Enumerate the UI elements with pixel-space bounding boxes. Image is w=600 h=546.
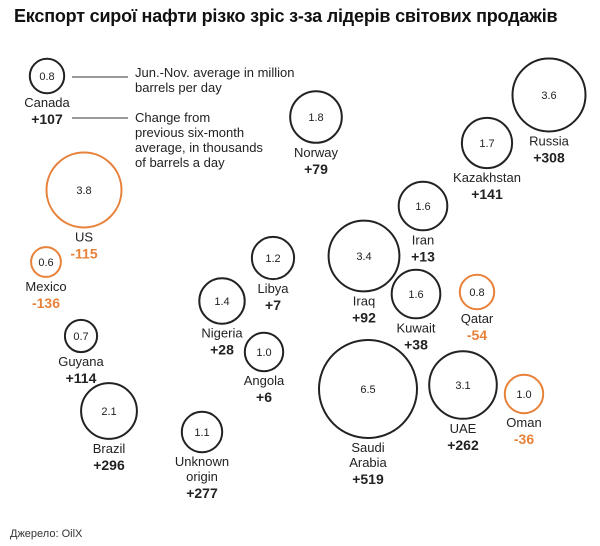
source-note: Джерело: OilX: [10, 528, 83, 540]
value-label-angola: 1.0: [256, 347, 271, 359]
value-label-unknown-origin: 1.1: [194, 427, 209, 439]
country-label-norway: Norway: [294, 145, 339, 160]
bubble-russia: [511, 57, 587, 133]
change-label-kazakhstan: +141: [471, 186, 503, 202]
value-label-uae: 3.1: [455, 380, 470, 392]
chart-title: Експорт сирої нафти різко зріс з-за ліде…: [14, 6, 558, 26]
value-label-kuwait: 1.6: [408, 289, 423, 301]
country-label-mexico: Mexico: [25, 279, 66, 294]
bubble-norway: [289, 90, 343, 144]
country-label-canada: Canada: [24, 95, 70, 110]
country-label-uae: UAE: [450, 421, 477, 436]
change-label-canada: +107: [31, 111, 63, 127]
change-label-mexico: -136: [32, 295, 60, 311]
legend-change-label: Change from previous six-month average, in…: [135, 110, 263, 170]
bubble-canada: [28, 57, 66, 95]
bubble-qatar: [458, 273, 496, 311]
bubble-unknown-origin: [180, 410, 224, 454]
value-label-mexico: 0.6: [38, 257, 53, 269]
change-label-iraq: +92: [352, 309, 376, 325]
country-label-saudi-arabia: Saudi Arabia: [349, 440, 387, 470]
bubble-nigeria: [198, 277, 246, 325]
bubble-iraq: [327, 219, 401, 293]
change-label-norway: +79: [304, 161, 328, 177]
change-label-brazil: +296: [93, 457, 125, 473]
value-label-us: 3.8: [76, 185, 91, 197]
bubble-guyana: [63, 318, 99, 354]
change-label-nigeria: +28: [210, 342, 234, 358]
country-label-libya: Libya: [257, 281, 289, 296]
bubble-kazakhstan: [460, 116, 514, 170]
country-label-iraq: Iraq: [353, 293, 375, 308]
country-label-kuwait: Kuwait: [396, 320, 435, 335]
change-label-uae: +262: [447, 437, 479, 453]
country-label-qatar: Qatar: [461, 311, 494, 326]
country-label-unknown-origin: Unknown origin: [175, 454, 229, 484]
bubbles: 0.8 Canada+107 3.8 US-115 0.6 Mexico-136 0.7 Gu…: [24, 57, 587, 501]
value-label-guyana: 0.7: [73, 331, 88, 343]
value-label-libya: 1.2: [265, 253, 280, 265]
country-label-kazakhstan: Kazakhstan: [453, 170, 521, 185]
legend: Jun.-Nov. average in million barrels per …: [72, 65, 294, 170]
bubble-mexico: [30, 246, 62, 278]
change-label-us: -115: [70, 245, 97, 261]
value-label-russia: 3.6: [541, 90, 556, 102]
country-label-us: US: [75, 229, 93, 244]
bubble-brazil: [80, 382, 138, 440]
value-label-qatar: 0.8: [469, 287, 484, 299]
value-label-iran: 1.6: [415, 201, 430, 213]
bubble-libya: [250, 235, 296, 281]
change-label-angola: +6: [256, 389, 272, 405]
change-label-unknown-origin: +277: [186, 485, 218, 501]
value-label-saudi-arabia: 6.5: [360, 384, 375, 396]
change-label-kuwait: +38: [404, 336, 428, 352]
bubble-angola: [243, 331, 285, 373]
change-label-libya: +7: [265, 297, 281, 313]
country-label-angola: Angola: [244, 373, 285, 388]
change-label-oman: -36: [514, 431, 534, 447]
change-label-russia: +308: [533, 149, 565, 165]
country-label-guyana: Guyana: [58, 354, 104, 369]
country-label-brazil: Brazil: [93, 441, 126, 456]
value-label-kazakhstan: 1.7: [479, 138, 494, 150]
country-label-oman: Oman: [506, 415, 541, 430]
bubble-us: [45, 151, 123, 229]
value-label-oman: 1.0: [516, 389, 531, 401]
change-label-qatar: -54: [467, 327, 487, 343]
country-label-russia: Russia: [529, 133, 570, 148]
change-label-saudi-arabia: +519: [352, 471, 384, 487]
country-label-nigeria: Nigeria: [201, 326, 243, 341]
change-label-iran: +13: [411, 248, 435, 264]
bubble-iran: [397, 180, 449, 232]
value-label-nigeria: 1.4: [214, 296, 229, 308]
value-label-iraq: 3.4: [356, 251, 371, 263]
value-label-brazil: 2.1: [101, 406, 116, 418]
bubble-uae: [428, 350, 498, 420]
legend-size-label: Jun.-Nov. average in million barrels per …: [135, 65, 294, 95]
country-label-iran: Iran: [412, 232, 434, 247]
value-label-norway: 1.8: [308, 112, 323, 124]
bubble-kuwait: [390, 268, 442, 320]
bubble-oman: [503, 373, 545, 415]
bubble-saudi-arabia: [318, 339, 418, 439]
value-label-canada: 0.8: [39, 71, 54, 83]
change-label-guyana: +114: [66, 370, 97, 386]
